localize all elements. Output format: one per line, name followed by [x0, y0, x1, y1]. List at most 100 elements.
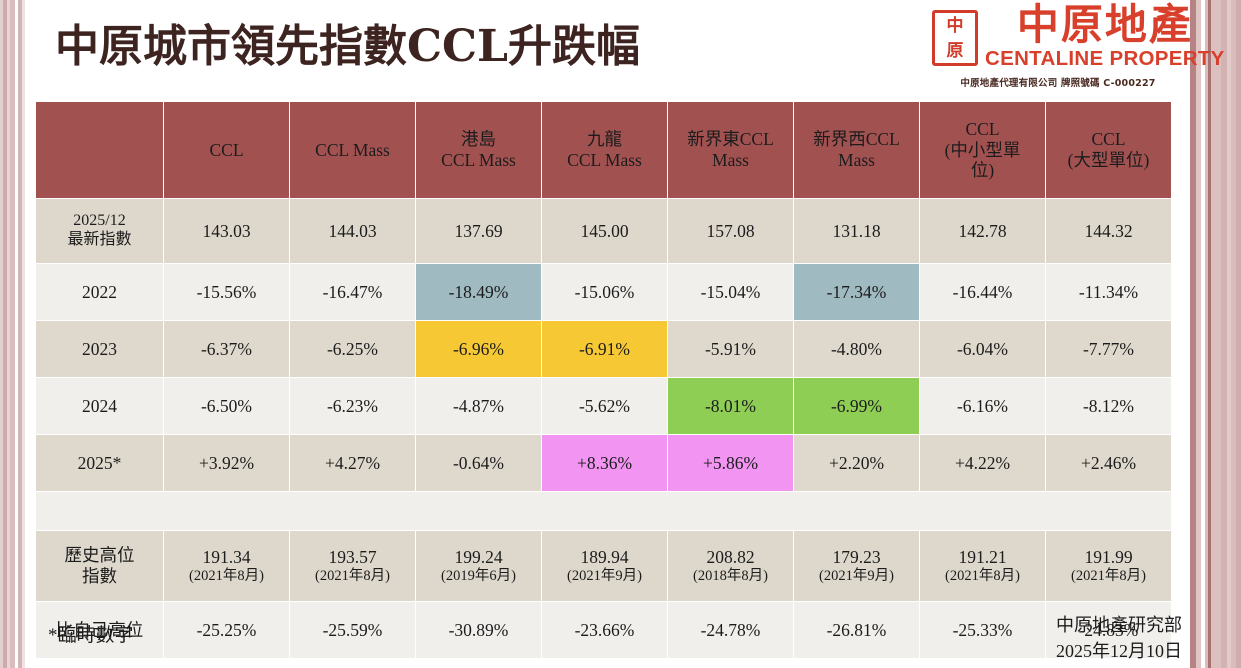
peak-value: 193.57	[328, 546, 377, 567]
row-label: 歷史高位 指數	[36, 531, 163, 601]
header-line: 新界西CCL	[813, 129, 900, 150]
table-cell: -23.66%	[542, 602, 667, 658]
table-cell: -24.78%	[668, 602, 793, 658]
footnote-provisional: *臨時數字	[48, 625, 134, 646]
border-stripe	[1227, 0, 1231, 668]
table-cell: -26.81%	[794, 602, 919, 658]
row-label: 2023	[36, 321, 163, 377]
table-cell: 142.78	[920, 199, 1045, 263]
border-stripe	[18, 0, 22, 668]
border-stripe	[1190, 0, 1196, 668]
row-label-line: 2025/12	[73, 212, 126, 230]
table-cell: -4.80%	[794, 321, 919, 377]
border-stripe	[1236, 0, 1241, 668]
table-cell: -5.91%	[668, 321, 793, 377]
border-stripe	[1231, 0, 1236, 668]
table-row-latest-index: 2025/12 最新指數 143.03 144.03 137.69 145.00…	[36, 199, 1171, 263]
table-cell-highlight: -17.34%	[794, 264, 919, 320]
table-header-row: CCL CCL Mass 港島 CCL Mass 九龍 CCL Mass 新界東…	[36, 102, 1171, 198]
peak-date: (2021年9月)	[567, 568, 642, 585]
peak-value: 208.82	[706, 546, 755, 567]
row-label: 比自己高位	[36, 602, 163, 658]
slide-border-left	[0, 0, 33, 668]
table-cell: -24.83%	[1046, 602, 1171, 658]
table-cell: -6.16%	[920, 378, 1045, 434]
table-cell-highlight: -6.96%	[416, 321, 541, 377]
peak-date: (2021年8月)	[1071, 568, 1146, 585]
table-cell: +4.22%	[920, 435, 1045, 491]
header-line: 新界東CCL	[687, 129, 774, 150]
peak-value: 179.23	[832, 546, 881, 567]
border-stripe	[1221, 0, 1227, 668]
table-cell: 143.03	[164, 199, 289, 263]
table-cell: -5.62%	[542, 378, 667, 434]
peak-value: 191.99	[1084, 546, 1133, 567]
table-row-2023: 2023 -6.37% -6.25% -6.96% -6.91% -5.91% …	[36, 321, 1171, 377]
table-row-2022: 2022 -15.56% -16.47% -18.49% -15.06% -15…	[36, 264, 1171, 320]
table-header: CCL CCL Mass 港島 CCL Mass 九龍 CCL Mass 新界東…	[36, 102, 1171, 198]
header-cell-nt-east: 新界東CCL Mass	[668, 102, 793, 198]
table-row-2024: 2024 -6.50% -6.23% -4.87% -5.62% -8.01% …	[36, 378, 1171, 434]
table-cell-highlight: -6.99%	[794, 378, 919, 434]
table-cell: -16.44%	[920, 264, 1045, 320]
table-cell: -6.04%	[920, 321, 1045, 377]
table-cell: +2.46%	[1046, 435, 1171, 491]
row-label: 2025*	[36, 435, 163, 491]
table-cell: -25.33%	[920, 602, 1045, 658]
slide-header: 中原城市領先指數CCL升跌幅 中原 中原地產 CENTALINE PROPERT…	[33, 0, 1224, 98]
table-cell: 144.32	[1046, 199, 1171, 263]
table-cell: -4.87%	[416, 378, 541, 434]
table-cell: 191.34 (2021年8月)	[164, 531, 289, 601]
table-body: 2025/12 最新指數 143.03 144.03 137.69 145.00…	[36, 199, 1171, 658]
table-cell-highlight: -18.49%	[416, 264, 541, 320]
table-cell: +3.92%	[164, 435, 289, 491]
peak-date: (2021年9月)	[819, 568, 894, 585]
table-cell: -16.47%	[290, 264, 415, 320]
border-stripe	[3, 0, 7, 668]
peak-date: (2021年8月)	[189, 568, 264, 585]
row-label: 2022	[36, 264, 163, 320]
header-line: (中小型單	[944, 139, 1021, 160]
table-cell-highlight: -6.91%	[542, 321, 667, 377]
table-cell: -6.23%	[290, 378, 415, 434]
logo-row: 中原 中原地產 CENTALINE PROPERTY	[932, 4, 1224, 71]
header-line: 九龍	[587, 129, 622, 150]
slide-border-right	[1186, 0, 1241, 668]
header-cell-small-medium-units: CCL (中小型單 位)	[920, 102, 1045, 198]
border-stripe	[1186, 0, 1190, 668]
table-cell: 179.23 (2021年9月)	[794, 531, 919, 601]
peak-value: 199.24	[454, 546, 503, 567]
peak-date: (2018年8月)	[693, 568, 768, 585]
header-line: CCL Mass	[315, 139, 390, 160]
border-stripe	[15, 0, 18, 668]
table-cell: +2.20%	[794, 435, 919, 491]
header-cell-corner	[36, 102, 163, 198]
table-cell: -6.50%	[164, 378, 289, 434]
border-stripe	[0, 0, 3, 668]
header-line: 港島	[461, 129, 496, 150]
peak-value: 191.21	[958, 546, 1007, 567]
border-stripe	[1201, 0, 1205, 668]
table-cell: -11.34%	[1046, 264, 1171, 320]
border-stripe	[1196, 0, 1201, 668]
centaline-logo: 中原 中原地產 CENTALINE PROPERTY 中原地產代理有限公司 牌照…	[932, 4, 1224, 89]
border-stripe	[10, 0, 15, 668]
logo-brand-chinese: 中原地產	[1016, 0, 1193, 49]
footer-source: 中原地產研究部	[1056, 615, 1182, 635]
peak-date: (2021年8月)	[945, 568, 1020, 585]
header-line: 位)	[970, 160, 995, 181]
header-line: Mass	[838, 150, 875, 170]
table-cell: 199.24 (2019年6月)	[416, 531, 541, 601]
table-cell: -8.12%	[1046, 378, 1171, 434]
border-stripe	[25, 0, 33, 668]
logo-license-text: 中原地產代理有限公司 牌照號碼 C-000227	[960, 78, 1156, 89]
row-label: 2025/12 最新指數	[36, 199, 163, 263]
border-stripe	[1205, 0, 1208, 668]
table-row-2025: 2025* +3.92% +4.27% -0.64% +8.36% +5.86%…	[36, 435, 1171, 491]
logo-brand-english: CENTALINE PROPERTY	[985, 47, 1225, 70]
peak-value: 191.34	[202, 546, 251, 567]
header-line: CCL Mass	[567, 150, 642, 170]
table-cell: 193.57 (2021年8月)	[290, 531, 415, 601]
peak-value: 189.94	[580, 546, 629, 567]
table-cell: -15.56%	[164, 264, 289, 320]
